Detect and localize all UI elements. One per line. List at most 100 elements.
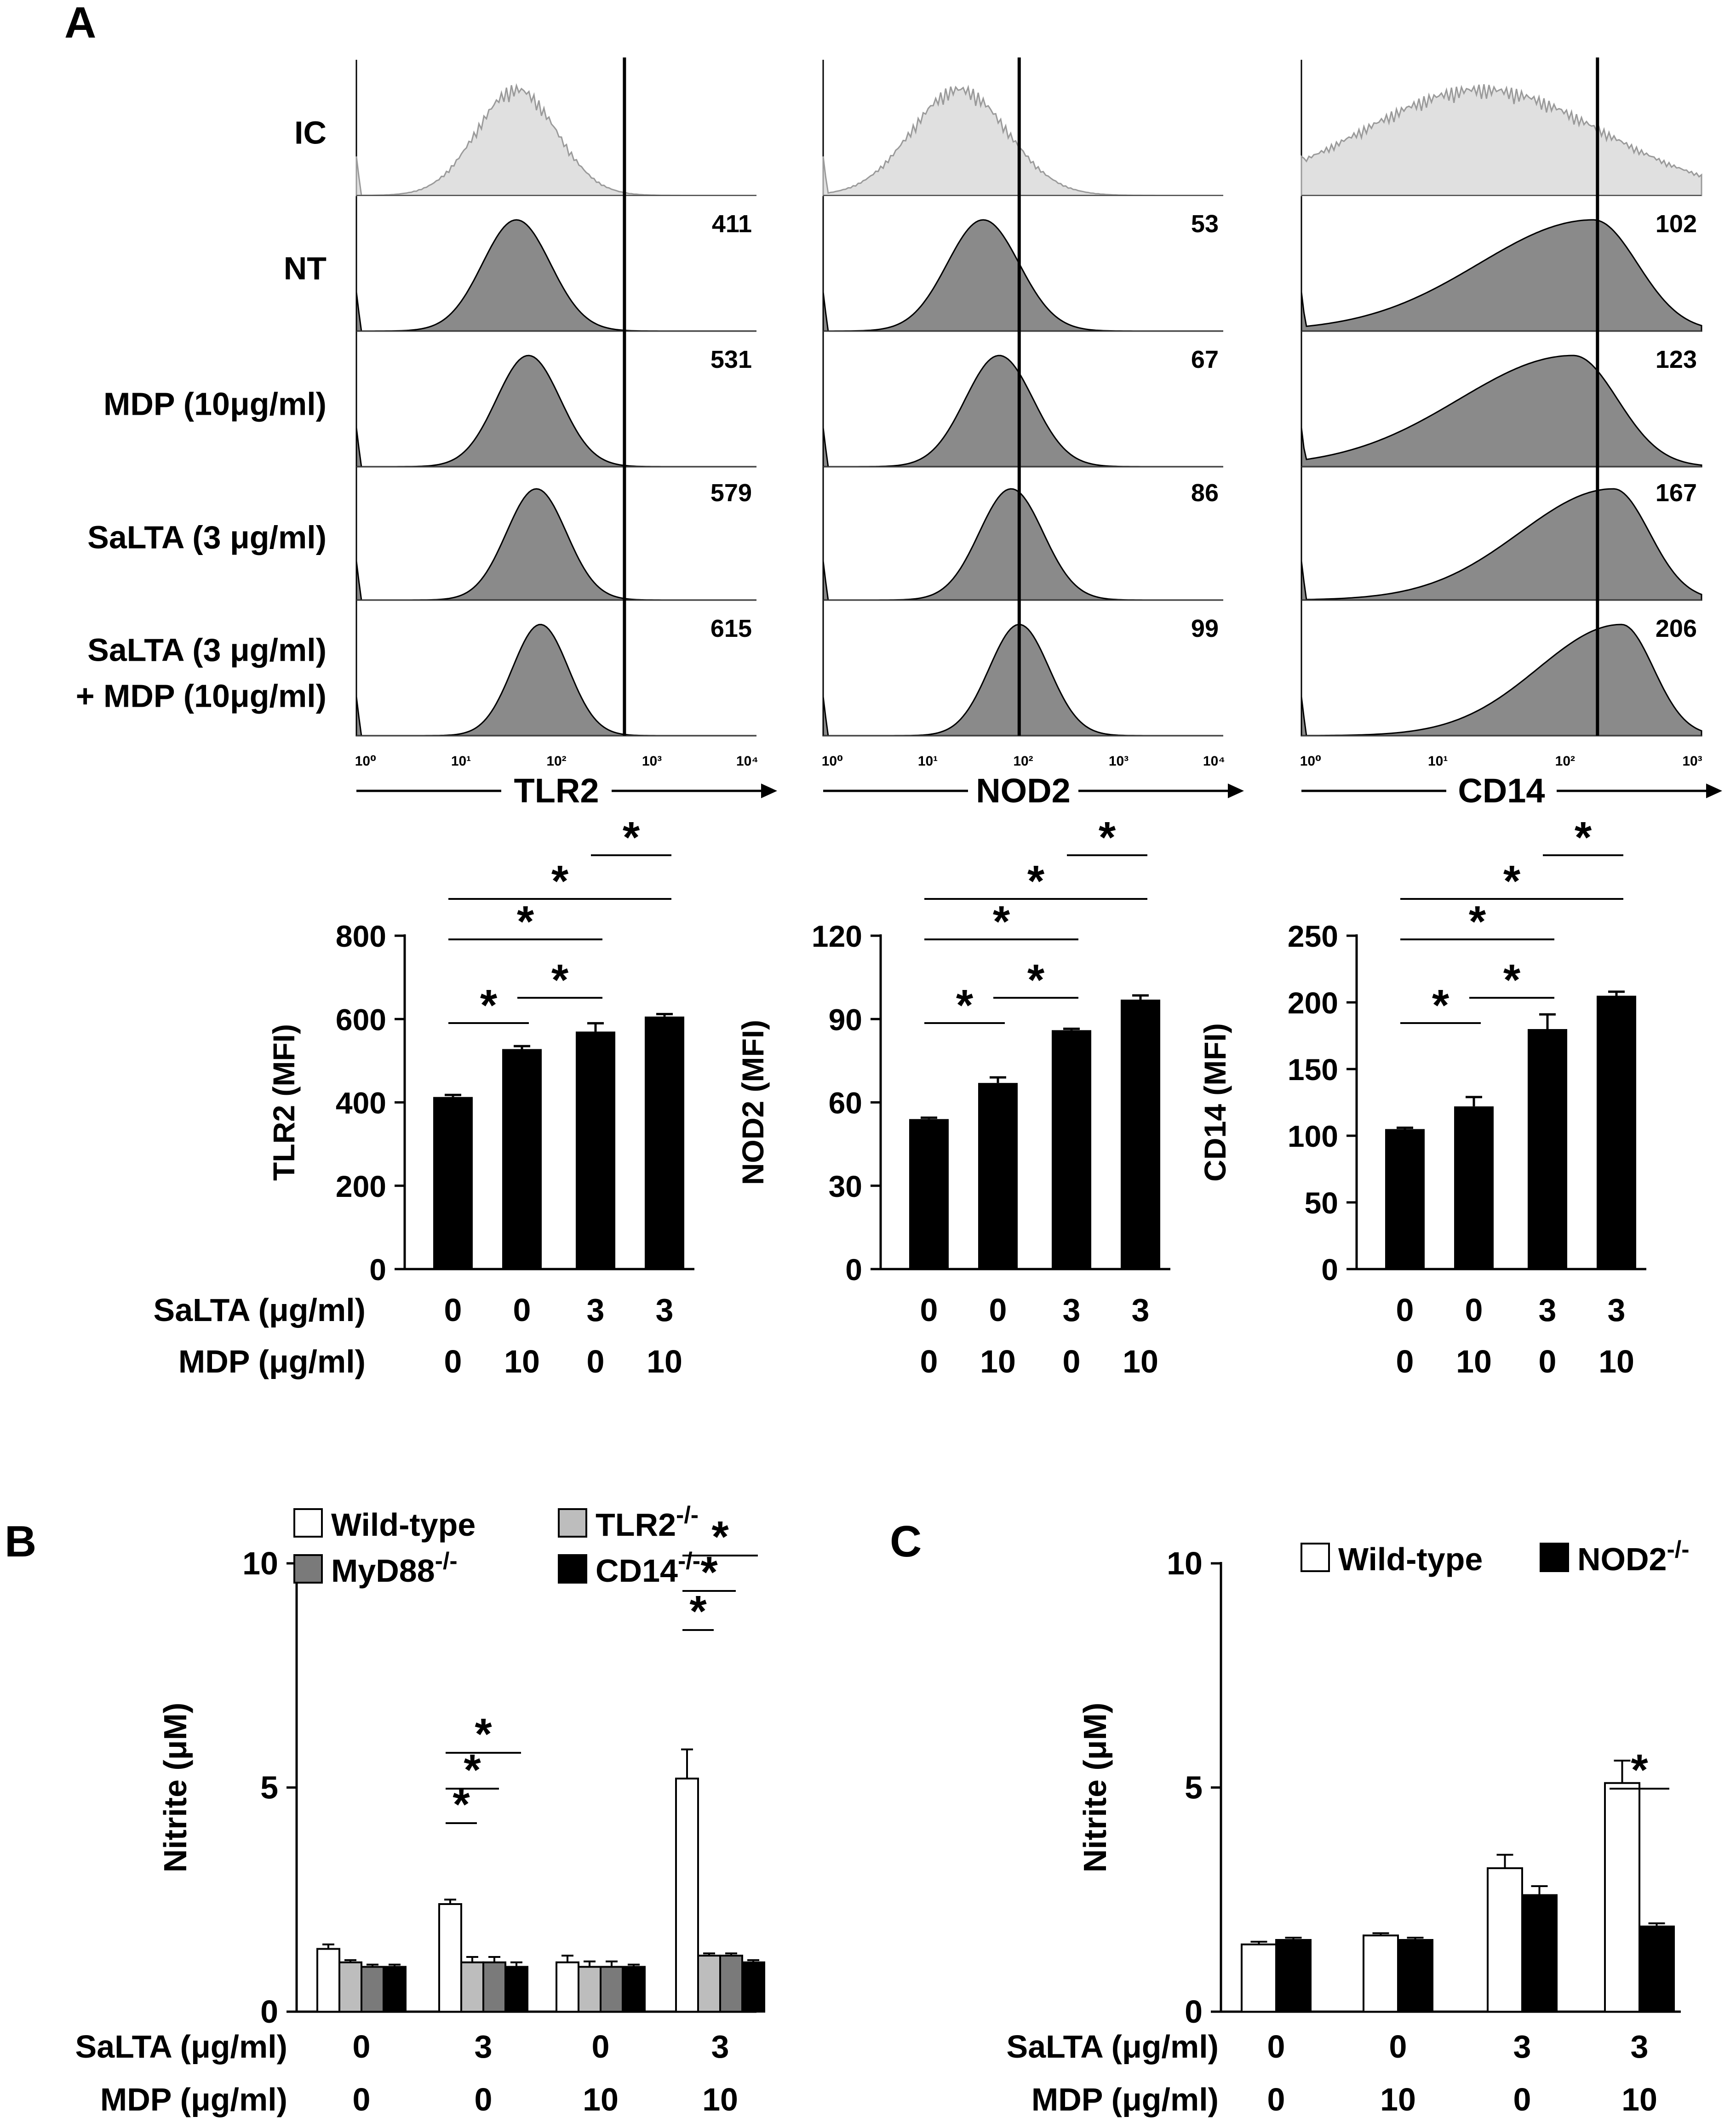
histogram-cd14-row-0 xyxy=(1301,84,1702,196)
y-tick-label: 200 xyxy=(336,1169,386,1203)
flow-axis-arrowhead xyxy=(1706,784,1722,798)
category-mdp: 0 xyxy=(587,1344,605,1379)
flow-row-label: + MDP (10μg/ml) xyxy=(76,678,327,714)
significance-star: * xyxy=(623,813,640,862)
bar-wild-type xyxy=(438,1903,462,2013)
bar-myd88 xyxy=(600,1966,624,2013)
category-mdp: 10 xyxy=(1621,2082,1657,2117)
mfi-value: 167 xyxy=(1656,479,1697,507)
flow-axis-tick: 10¹ xyxy=(451,754,471,769)
significance-star: * xyxy=(956,981,974,1030)
significance-star: * xyxy=(517,897,534,946)
y-tick-label: 0 xyxy=(845,1253,862,1287)
category-saLTA: 3 xyxy=(1063,1292,1081,1328)
category-saLTA: 0 xyxy=(592,2029,610,2065)
bar-wild-type xyxy=(1363,1934,1399,2013)
y-tick-label: 30 xyxy=(829,1169,862,1203)
legend-label: NOD2-/- xyxy=(1577,1536,1690,1577)
significance-star: * xyxy=(480,981,498,1030)
flow-axis-label: NOD2 xyxy=(976,772,1071,810)
y-tick-label: 0 xyxy=(1321,1253,1338,1287)
row-label-saLTA: SaLTA (μg/ml) xyxy=(75,2029,288,2065)
legend-label: TLR2-/- xyxy=(596,1502,699,1543)
bar-tlr2 xyxy=(578,1966,602,2013)
flow-axis-label: CD14 xyxy=(1458,772,1545,810)
significance-star: * xyxy=(551,955,569,1005)
category-mdp: 0 xyxy=(1539,1344,1557,1379)
bar-wild-type xyxy=(1241,1943,1277,2013)
bar-nod2 xyxy=(1397,1939,1433,2013)
flow-row-label: SaLTA (3 μg/ml) xyxy=(87,632,327,668)
significance-star: * xyxy=(993,897,1010,946)
histogram-nod2-row-4 xyxy=(822,624,1223,737)
y-axis-label: Nitrite (μM) xyxy=(157,1703,193,1872)
category-mdp: 10 xyxy=(1456,1344,1492,1379)
mfi-value: 206 xyxy=(1656,615,1697,642)
bar xyxy=(576,1031,615,1269)
flow-axis-tick: 10² xyxy=(546,754,566,769)
row-label-saLTA: SaLTA (μg/ml) xyxy=(154,1292,366,1328)
mfi-value: 531 xyxy=(710,346,752,373)
bar-wild-type xyxy=(556,1961,579,2013)
category-saLTA: 3 xyxy=(475,2029,493,2065)
flow-axis-label: TLR2 xyxy=(514,772,599,810)
flow-row-label: IC xyxy=(294,115,327,151)
mfi-value: 123 xyxy=(1656,346,1697,373)
legend-label: CD14-/- xyxy=(596,1548,700,1589)
bar xyxy=(1528,1029,1567,1269)
category-mdp: 10 xyxy=(504,1344,540,1379)
bar xyxy=(502,1049,542,1269)
mfi-value: 411 xyxy=(712,210,752,238)
category-saLTA: 0 xyxy=(920,1292,938,1328)
y-tick-label: 200 xyxy=(1288,986,1338,1020)
flow-axis-tick: 10⁰ xyxy=(822,754,843,769)
category-saLTA: 0 xyxy=(353,2029,371,2065)
panel-label-c: C xyxy=(890,1517,922,1566)
category-saLTA: 0 xyxy=(1396,1292,1414,1328)
category-saLTA: 3 xyxy=(1132,1292,1150,1328)
significance-star: * xyxy=(475,1710,492,1759)
histogram-nod2-row-0 xyxy=(822,85,1223,196)
panel-label-b: B xyxy=(5,1517,36,1566)
bar xyxy=(1454,1106,1494,1269)
histogram-nod2-row-3 xyxy=(822,488,1223,601)
y-tick-label: 50 xyxy=(1305,1186,1338,1220)
row-label-mdp: MDP (μg/ml) xyxy=(178,1344,366,1379)
y-tick-label: 5 xyxy=(1185,1770,1203,1806)
bar xyxy=(1597,995,1636,1269)
category-saLTA: 0 xyxy=(1267,2029,1285,2065)
y-tick-label: 150 xyxy=(1288,1053,1338,1087)
category-mdp: 0 xyxy=(1063,1344,1081,1379)
bar xyxy=(909,1119,949,1269)
significance-star: * xyxy=(1027,955,1045,1005)
legend-superscript: -/- xyxy=(435,1548,458,1574)
y-tick-label: 120 xyxy=(812,919,862,953)
bar-myd88 xyxy=(719,1955,743,2013)
legend-label: MyD88-/- xyxy=(331,1548,458,1589)
bar-tlr2 xyxy=(460,1961,484,2013)
flow-axis-tick: 10² xyxy=(1013,754,1033,769)
bar-tlr2 xyxy=(697,1955,721,2013)
category-saLTA: 3 xyxy=(656,1292,674,1328)
flow-row-label: NT xyxy=(284,251,327,286)
bar xyxy=(1052,1030,1091,1269)
bar-cd14 xyxy=(622,1966,646,2013)
mfi-value: 615 xyxy=(710,615,752,642)
category-mdp: 10 xyxy=(1380,2082,1416,2117)
category-mdp: 10 xyxy=(980,1344,1016,1379)
y-tick-label: 0 xyxy=(1185,1994,1203,2030)
flow-axis-label-bg xyxy=(968,777,1078,809)
y-tick-label: 5 xyxy=(260,1770,278,1806)
category-saLTA: 0 xyxy=(989,1292,1007,1328)
significance-star: * xyxy=(1503,955,1521,1005)
flow-axis-tick: 10⁰ xyxy=(355,754,377,769)
histogram-tlr2-row-4 xyxy=(355,624,756,737)
bar-cd14 xyxy=(741,1961,765,2013)
histogram-cd14-row-1 xyxy=(1301,219,1702,332)
y-tick-label: 0 xyxy=(369,1253,386,1287)
significance-star: * xyxy=(551,857,569,906)
histogram-cd14-row-2 xyxy=(1301,355,1702,468)
y-tick-label: 10 xyxy=(1167,1545,1203,1581)
bar-myd88 xyxy=(361,1966,384,2013)
legend-superscript: -/- xyxy=(1667,1536,1689,1563)
